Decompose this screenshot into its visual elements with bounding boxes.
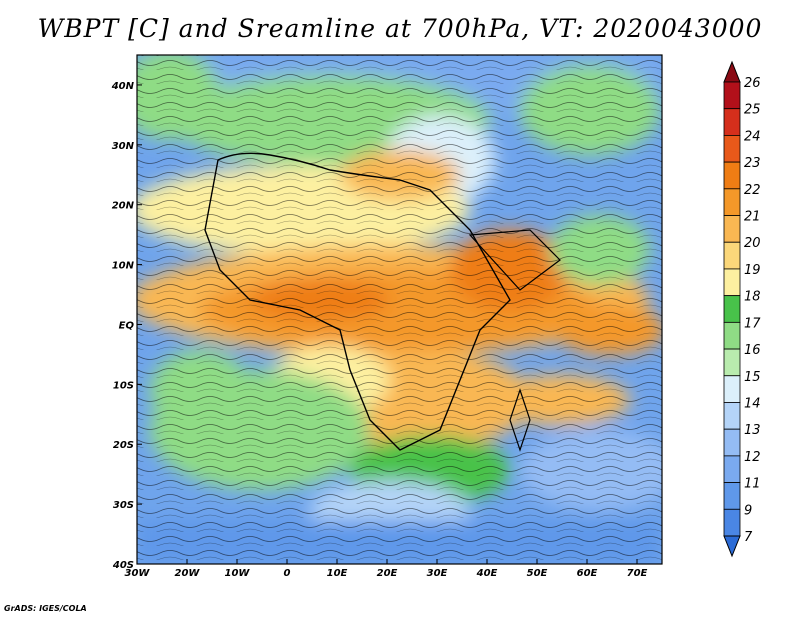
lat-tick-label: 20N	[112, 201, 135, 212]
colorbar-label: 18	[744, 290, 761, 305]
wbpt-field	[137, 55, 662, 564]
lat-tick-label: 30S	[113, 500, 134, 511]
lon-tick-label: 50E	[527, 568, 548, 579]
colorbar-swatch	[723, 241, 741, 270]
colorbar-swatch	[723, 161, 741, 190]
lon-tick-label: 60E	[577, 568, 598, 579]
credit-text: GrADS: IGES/COLA	[4, 604, 87, 613]
lon-tick-label: 10E	[327, 568, 348, 579]
colorbar-label: 9	[744, 503, 752, 518]
lat-tick-label: 10N	[112, 261, 135, 272]
lon-tick-label: 30W	[125, 568, 151, 579]
lat-tick-label: 30N	[112, 141, 135, 152]
colorbar-swatch	[723, 402, 741, 430]
colorbar-label: 13	[744, 423, 761, 438]
colorbar-label: 22	[744, 183, 761, 198]
lat-tick-label: 10S	[113, 380, 134, 391]
colorbar-swatch	[723, 455, 741, 483]
colorbar-swatch	[723, 135, 741, 163]
colorbar-min-arrow	[723, 535, 741, 558]
colorbar-label: 16	[744, 343, 761, 358]
lon-tick-label: 0	[284, 568, 291, 579]
lon-tick-label: 70E	[627, 568, 648, 579]
latitude-axis: 40N 30N 20N 10N EQ 10S 20S 30S 40S	[111, 81, 142, 571]
colorbar-swatch	[723, 215, 741, 243]
lat-tick-label: 40N	[111, 81, 135, 92]
colorbar-label: 17	[744, 316, 761, 331]
longitude-axis: 30W 20W 10W 0 10E 20E 30E 40E 50E 60E 70E	[125, 559, 648, 579]
colorbar-label: 12	[744, 450, 761, 465]
lon-tick-label: 10W	[225, 568, 251, 579]
colorbar-label: 23	[744, 156, 761, 171]
map-title: WBPT [C] and Sreamline at 700hPa, VT: 20…	[37, 14, 763, 43]
arabia-coastline	[468, 229, 561, 291]
colorbar-swatch	[723, 268, 741, 297]
colorbar-label: 15	[744, 370, 761, 385]
africa-coastline	[204, 152, 511, 451]
colorbar-label: 20	[744, 236, 761, 251]
colorbar-swatch	[723, 81, 741, 110]
lon-tick-label: 30E	[427, 568, 448, 579]
colorbar-label: 26	[744, 76, 761, 91]
lon-tick-label: 20W	[175, 568, 201, 579]
colorbar-swatch	[723, 295, 741, 323]
lat-tick-label: 40S	[112, 560, 134, 571]
colorbar: 26 25 24 23 22 21 20 19 18 17 16 15 14 13 12 11 9 7	[723, 60, 761, 558]
colorbar-swatch	[723, 482, 741, 510]
colorbar-swatch	[723, 108, 741, 136]
lat-tick-label: EQ	[119, 320, 135, 331]
colorbar-label: 14	[744, 396, 761, 411]
colorbar-label: 11	[744, 477, 761, 492]
colorbar-max-arrow	[723, 60, 741, 83]
colorbar-swatch	[723, 348, 741, 377]
colorbar-label: 25	[744, 103, 761, 118]
lon-tick-label: 40E	[476, 568, 498, 579]
colorbar-swatch	[723, 321, 741, 350]
lat-tick-label: 20S	[113, 440, 134, 451]
madagascar-coastline	[509, 388, 531, 452]
colorbar-label: 19	[744, 263, 761, 278]
plot-frame	[136, 54, 663, 565]
colorbar-swatch	[723, 508, 741, 537]
colorbar-label: 24	[744, 129, 761, 144]
lon-tick-label: 20E	[377, 568, 398, 579]
colorbar-swatch	[723, 375, 741, 403]
colorbar-label: 21	[744, 210, 761, 225]
colorbar-swatch	[723, 188, 741, 216]
colorbar-swatch	[723, 428, 741, 457]
colorbar-label: 7	[744, 530, 753, 545]
